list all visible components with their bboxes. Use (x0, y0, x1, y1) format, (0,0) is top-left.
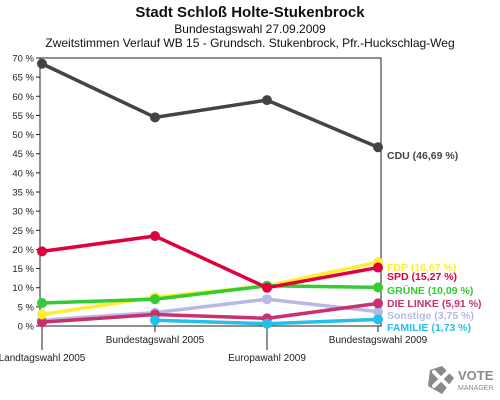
series-label-familie: FAMILIE (1,73 %) (387, 322, 471, 334)
chart-title: Stadt Schloß Holte-Stukenbrock (135, 4, 365, 21)
y-tick-label: 60 % (12, 92, 34, 103)
vote-manager-logo: VOTE MANAGER (428, 366, 494, 394)
y-tick-label: 0 % (18, 322, 35, 333)
logo-text: VOTE (458, 368, 494, 383)
data-point (373, 142, 383, 153)
y-tick-label: 5 % (18, 302, 35, 313)
series-line-die-linke (40, 301, 380, 324)
data-point (373, 314, 383, 325)
data-point (150, 231, 160, 242)
y-tick-label: 65 % (12, 73, 34, 84)
series-line-spd (40, 234, 380, 290)
data-point (262, 318, 272, 329)
series-label-fdp: FDP (16,67 %) (387, 262, 456, 274)
y-tick-label: 55 % (12, 111, 34, 122)
data-point (37, 298, 47, 309)
data-point (262, 282, 272, 293)
chart-subtitle-election: Bundestagswahl 27.09.2009 (174, 22, 326, 36)
y-tick-label: 30 % (12, 207, 34, 218)
series-label-cdu: CDU (46,69 %) (387, 150, 458, 162)
chart-subtitle-district: Zweitstimmen Verlauf WB 15 - Grundsch. S… (45, 36, 455, 50)
y-tick-label: 25 % (12, 226, 34, 237)
y-tick-label: 70 % (12, 54, 34, 65)
series-line-gr-ne (40, 284, 380, 305)
y-tick-label: 50 % (12, 130, 34, 141)
series-label-gr-ne: GRÜNE (10,09 %) (387, 284, 473, 297)
x-tick-label: Landtagswahl 2005 (0, 353, 86, 364)
y-tick-label: 35 % (12, 188, 34, 199)
x-ballot-icon (428, 366, 454, 394)
data-point (373, 306, 383, 317)
data-point (37, 246, 47, 257)
y-tick-label: 10 % (12, 283, 34, 294)
x-tick-label: Bundestagswahl 2009 (329, 335, 428, 346)
series-label-spd: SPD (15,27 %) (387, 271, 457, 283)
series-line-cdu (40, 61, 380, 149)
logo-subtext: MANAGER (458, 385, 493, 392)
data-point (373, 262, 383, 273)
x-tick-label: Europawahl 2009 (228, 353, 306, 364)
x-tick-label: Bundestagswahl 2005 (106, 335, 205, 346)
data-point (150, 294, 160, 305)
data-point (150, 112, 160, 123)
data-point (262, 95, 272, 106)
series-line-sonstige (40, 297, 380, 323)
data-point (262, 294, 272, 305)
data-point (373, 298, 383, 309)
y-tick-label: 15 % (12, 264, 34, 275)
series-label-die-linke: DIE LINKE (5,91 %) (387, 298, 482, 310)
y-tick-label: 40 % (12, 168, 34, 179)
data-point (37, 58, 47, 69)
y-tick-label: 20 % (12, 245, 34, 256)
data-point (37, 309, 47, 320)
data-point (37, 317, 47, 328)
data-point (150, 315, 160, 326)
series-label-sonstige: Sonstige (3,75 %) (387, 310, 474, 322)
y-tick-label: 45 % (12, 149, 34, 160)
data-point (373, 282, 383, 293)
